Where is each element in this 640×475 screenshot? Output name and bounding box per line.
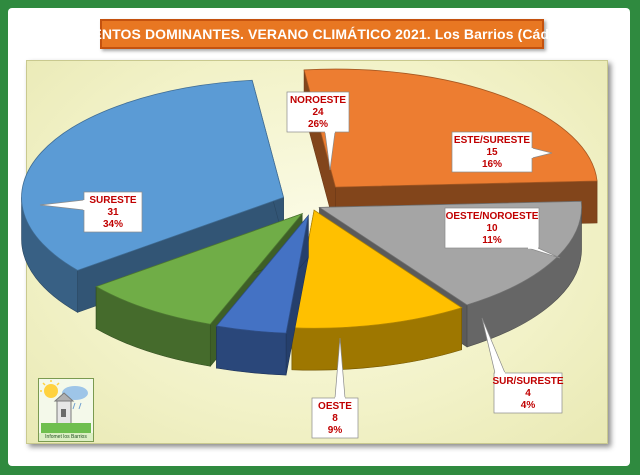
callout-box (311, 397, 359, 439)
slice-top (95, 212, 304, 325)
weather-logo-icon: Infomet los Barrios (38, 378, 94, 442)
slice-value: 8 (332, 413, 338, 424)
slice-label: SUR/SURESTE (492, 376, 563, 387)
slice-percent: 34% (103, 219, 123, 230)
pie-slice-oeste-noroeste (291, 209, 463, 371)
slice-value: 10 (486, 223, 498, 234)
slice-percent: 11% (482, 235, 502, 246)
slice-label: SURESTE (89, 195, 137, 206)
callout-box (451, 131, 533, 173)
callout-box (83, 191, 143, 233)
slice-outer-wall (216, 325, 287, 376)
chart-title: VIENTOS DOMINANTES. VERANO CLIMÁTICO 202… (79, 26, 565, 42)
logo-caption: Infomet los Barrios (39, 433, 93, 441)
slice-label: OESTE/NOROESTE (446, 211, 539, 222)
slice-label: ESTE/SURESTE (454, 135, 530, 146)
pie-slice-sur-sureste (215, 214, 309, 376)
chart-title-box: VIENTOS DOMINANTES. VERANO CLIMÁTICO 202… (79, 19, 565, 49)
slice-label: OESTE (318, 401, 352, 412)
callout-box (444, 207, 540, 249)
callout-box (493, 372, 563, 414)
slice-value: 15 (486, 147, 498, 158)
callout-box (286, 91, 350, 133)
slice-top (291, 209, 463, 329)
slice-percent: 16% (482, 159, 502, 170)
slice-value: 31 (107, 207, 119, 218)
slice-top (215, 214, 309, 334)
slice-percent: 26% (308, 119, 328, 130)
slice-percent: 9% (328, 425, 343, 436)
slice-value: 24 (312, 107, 324, 118)
slice-label: NOROESTE (290, 95, 346, 106)
slice-value: 4 (525, 388, 531, 399)
slice-percent: 4% (521, 400, 536, 411)
